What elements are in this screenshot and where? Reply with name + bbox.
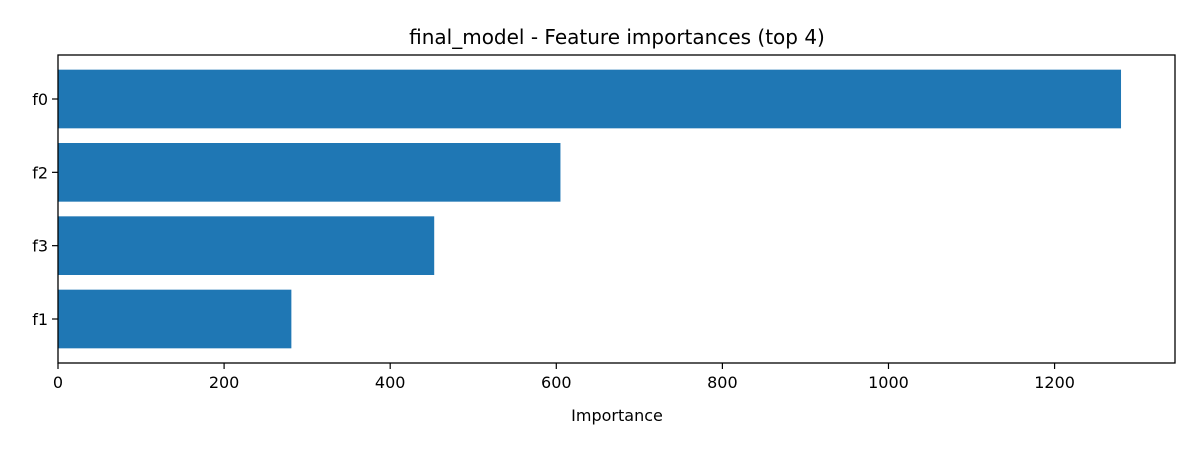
x-tick-label: 800 (707, 373, 738, 392)
y-tick-label: f0 (32, 90, 48, 109)
x-axis-ticks: 0 200 400 600 800 1000 1200 (53, 363, 1075, 392)
bar-f2 (58, 143, 561, 202)
y-tick-label: f3 (32, 237, 48, 256)
x-axis-label: Importance (571, 406, 663, 425)
x-tick-label: 0 (53, 373, 63, 392)
y-axis-ticks: f0 f2 f3 f1 (32, 90, 58, 329)
x-tick-label: 1200 (1034, 373, 1075, 392)
y-tick-label: f1 (32, 310, 48, 329)
bar-f3 (58, 216, 435, 275)
y-tick-label: f2 (32, 163, 48, 182)
x-tick-label: 400 (375, 373, 406, 392)
plot-frame (57, 54, 1176, 364)
x-tick-label: 600 (541, 373, 572, 392)
x-tick-label: 1000 (868, 373, 909, 392)
bar-f1 (58, 289, 292, 349)
chart-title: final_model - Feature importances (top 4… (409, 25, 825, 49)
bar-f0 (58, 69, 1122, 129)
bars-group (58, 69, 1122, 349)
x-tick-label: 200 (209, 373, 240, 392)
